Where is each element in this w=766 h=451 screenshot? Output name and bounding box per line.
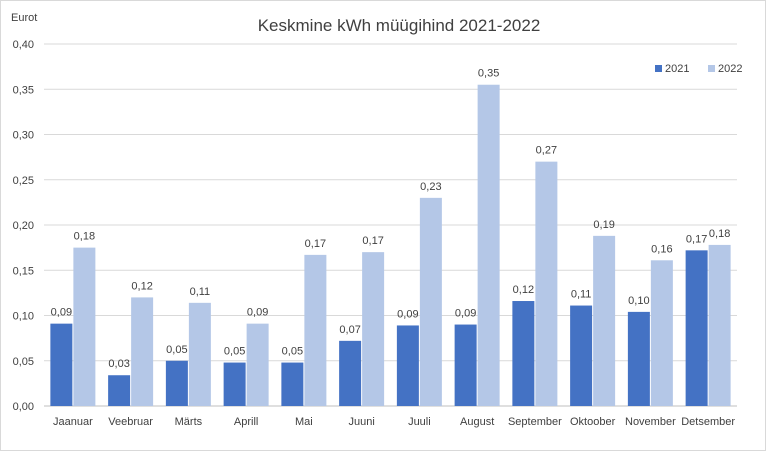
- legend-swatch-2021: [655, 65, 662, 72]
- bar-2022-juuli: [419, 197, 442, 406]
- data-label: 0,16: [651, 243, 672, 255]
- bar-2022-detsember: [708, 244, 731, 406]
- legend-entry-2021: 2021: [665, 63, 689, 75]
- chart-title: Keskmine kWh müügihind 2021-2022: [258, 16, 541, 35]
- data-label: 0,09: [247, 307, 268, 319]
- data-label: 0,05: [282, 346, 303, 358]
- x-tick-label: Jaanuar: [53, 416, 93, 428]
- y-tick-label: 0,00: [13, 401, 34, 413]
- y-tick-label: 0,15: [13, 265, 34, 277]
- bar-2021-jaanuar: [50, 323, 73, 406]
- x-tick-label: Mai: [295, 416, 313, 428]
- bar-2022-mai: [304, 254, 327, 406]
- x-tick-label: Aprill: [234, 416, 258, 428]
- bar-2021-august: [454, 324, 477, 406]
- data-label: 0,09: [455, 308, 476, 320]
- data-label: 0,05: [166, 344, 187, 356]
- bar-2021-oktoober: [570, 305, 593, 406]
- data-label: 0,09: [397, 308, 418, 320]
- data-label: 0,12: [513, 284, 534, 296]
- data-label: 0,09: [51, 307, 72, 319]
- bar-2022-oktoober: [593, 235, 616, 406]
- x-axis-ticks: Jaanuar Veebruar Märts Aprill Mai Juuni Juuli A…: [53, 416, 735, 428]
- bars: [50, 84, 731, 406]
- y-tick-label: 0,30: [13, 130, 34, 142]
- data-label: 0,18: [709, 228, 730, 240]
- x-tick-label: September: [508, 416, 562, 428]
- bar-2021-märts: [165, 360, 188, 406]
- data-label: 0,17: [686, 233, 707, 245]
- x-tick-label: Detsember: [681, 416, 735, 428]
- data-label: 0,27: [536, 145, 557, 157]
- data-label: 0,07: [339, 324, 360, 336]
- bar-2022-november: [650, 260, 673, 406]
- legend: 2021 2022: [655, 63, 742, 75]
- x-tick-label: Oktoober: [570, 416, 616, 428]
- y-tick-label: 0,10: [13, 311, 34, 323]
- bar-2022-august: [477, 84, 500, 406]
- data-label: 0,05: [224, 346, 245, 358]
- y-tick-label: 0,05: [13, 356, 34, 368]
- bar-2021-september: [512, 301, 535, 406]
- y-tick-label: 0,40: [13, 39, 34, 51]
- data-label: 0,23: [420, 181, 441, 193]
- bar-2022-jaanuar: [73, 247, 96, 406]
- data-label: 0,35: [478, 68, 499, 80]
- x-tick-label: Juuli: [408, 416, 431, 428]
- data-label: 0,11: [571, 289, 592, 301]
- bar-2022-veebruar: [131, 297, 154, 406]
- data-labels: 0,09 0,18 0,03 0,12 0,05 0,11 0,05 0,09 0,05 0,17…: [51, 68, 731, 371]
- x-tick-label: August: [460, 416, 494, 428]
- data-label: 0,19: [593, 219, 614, 231]
- y-axis-ticks: 0,00 0,05 0,10 0,15 0,20 0,25 0,30 0,35 0,40: [13, 39, 34, 413]
- data-label: 0,11: [190, 286, 211, 298]
- legend-entry-2022: 2022: [718, 63, 742, 75]
- bar-2022-märts: [188, 302, 211, 406]
- data-label: 0,03: [108, 358, 129, 370]
- bar-2021-juuni: [339, 340, 362, 406]
- bar-2021-detsember: [685, 250, 708, 406]
- bar-2022-juuni: [362, 252, 385, 406]
- bar-2021-juuli: [396, 325, 419, 406]
- bar-2021-november: [627, 311, 650, 406]
- data-label: 0,12: [131, 280, 152, 292]
- y-axis-label: Eurot: [11, 12, 37, 24]
- data-label: 0,10: [628, 295, 649, 307]
- y-tick-label: 0,35: [13, 84, 34, 96]
- data-label: 0,17: [362, 235, 383, 247]
- gridlines: [44, 43, 737, 407]
- bar-2021-aprill: [223, 362, 246, 406]
- bar-2021-veebruar: [108, 375, 131, 406]
- bar-2021-mai: [281, 362, 304, 406]
- x-tick-label: Veebruar: [108, 416, 153, 428]
- data-label: 0,18: [74, 231, 95, 243]
- bar-2022-aprill: [246, 323, 269, 406]
- x-tick-label: Märts: [175, 416, 203, 428]
- legend-swatch-2022: [708, 65, 715, 72]
- y-tick-label: 0,20: [13, 220, 34, 232]
- x-tick-label: November: [625, 416, 676, 428]
- x-tick-label: Juuni: [348, 416, 374, 428]
- bar-2022-september: [535, 161, 558, 406]
- y-tick-label: 0,25: [13, 175, 34, 187]
- data-label: 0,17: [305, 238, 326, 250]
